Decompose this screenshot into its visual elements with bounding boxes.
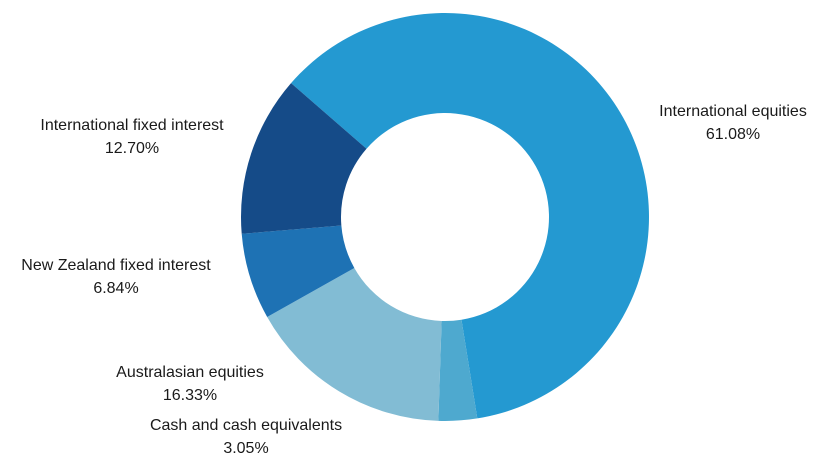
label-new-zealand-fixed-interest: New Zealand fixed interest 6.84%: [21, 257, 211, 297]
label-international-fixed-interest: International fixed interest 12.70%: [40, 117, 224, 157]
slice-cash-and-cash-equivalents: [438, 319, 478, 421]
slice-name: Cash and cash equivalents: [150, 417, 342, 434]
slice-value: 16.33%: [163, 387, 217, 404]
slice-value: 6.84%: [93, 280, 138, 297]
slice-international-fixed-interest: [240, 83, 367, 234]
slice-name: New Zealand fixed interest: [21, 257, 211, 274]
slice-name: International fixed interest: [40, 117, 224, 134]
slice-new-zealand-fixed-interest: [241, 225, 355, 317]
slice-name: International equities: [659, 103, 807, 120]
label-australasian-equities: Australasian equities 16.33%: [116, 364, 264, 404]
slice-international-equities: [291, 13, 649, 419]
donut-slices: [240, 13, 649, 421]
slice-value: 3.05%: [223, 440, 268, 455]
slice-value: 12.70%: [105, 140, 159, 157]
slice-australasian-equities: [267, 267, 442, 421]
slice-name: Australasian equities: [116, 364, 264, 381]
slice-value: 61.08%: [706, 126, 760, 143]
label-international-equities: International equities 61.08%: [659, 103, 807, 143]
label-cash-and-cash-equivalents: Cash and cash equivalents 3.05%: [150, 417, 342, 455]
